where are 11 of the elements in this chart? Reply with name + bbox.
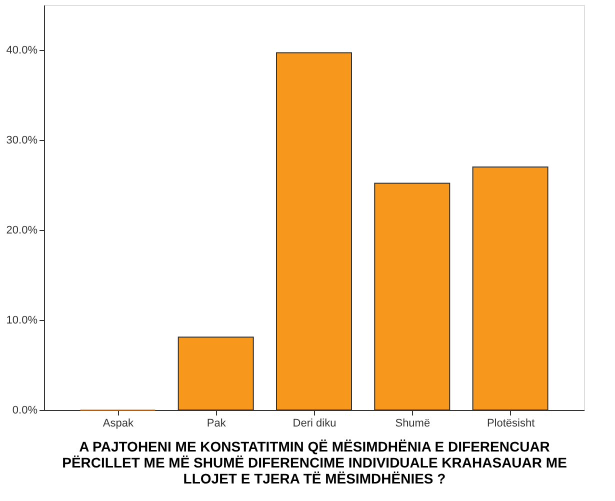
x-tick-label: Plotësisht — [486, 418, 535, 430]
x-tick-label: Aspak — [102, 418, 134, 430]
x-tick-label: Shumë — [395, 418, 430, 430]
x-tick-label: Deri diku — [292, 418, 336, 430]
y-tick-label: 20.0% — [6, 224, 38, 236]
x-axis-title: A PAJTOHENI ME KONSTATITMIN QË MËSIMDHËNIA E DIFERENCUAR PËRCILLET ME MË SHUMË DIFERENCIME INDIVIDUALE KRAHASAUAR ME LLOJET E TJERA TË MËSIMDHËNIES ? — [62, 438, 567, 486]
x-tick-label: Pak — [206, 418, 226, 430]
y-tick-label: 30.0% — [6, 134, 38, 146]
y-tick-label: 10.0% — [6, 314, 38, 326]
y-tick-label: 40.0% — [6, 44, 38, 56]
y-tick-label: 0.0% — [12, 404, 38, 416]
